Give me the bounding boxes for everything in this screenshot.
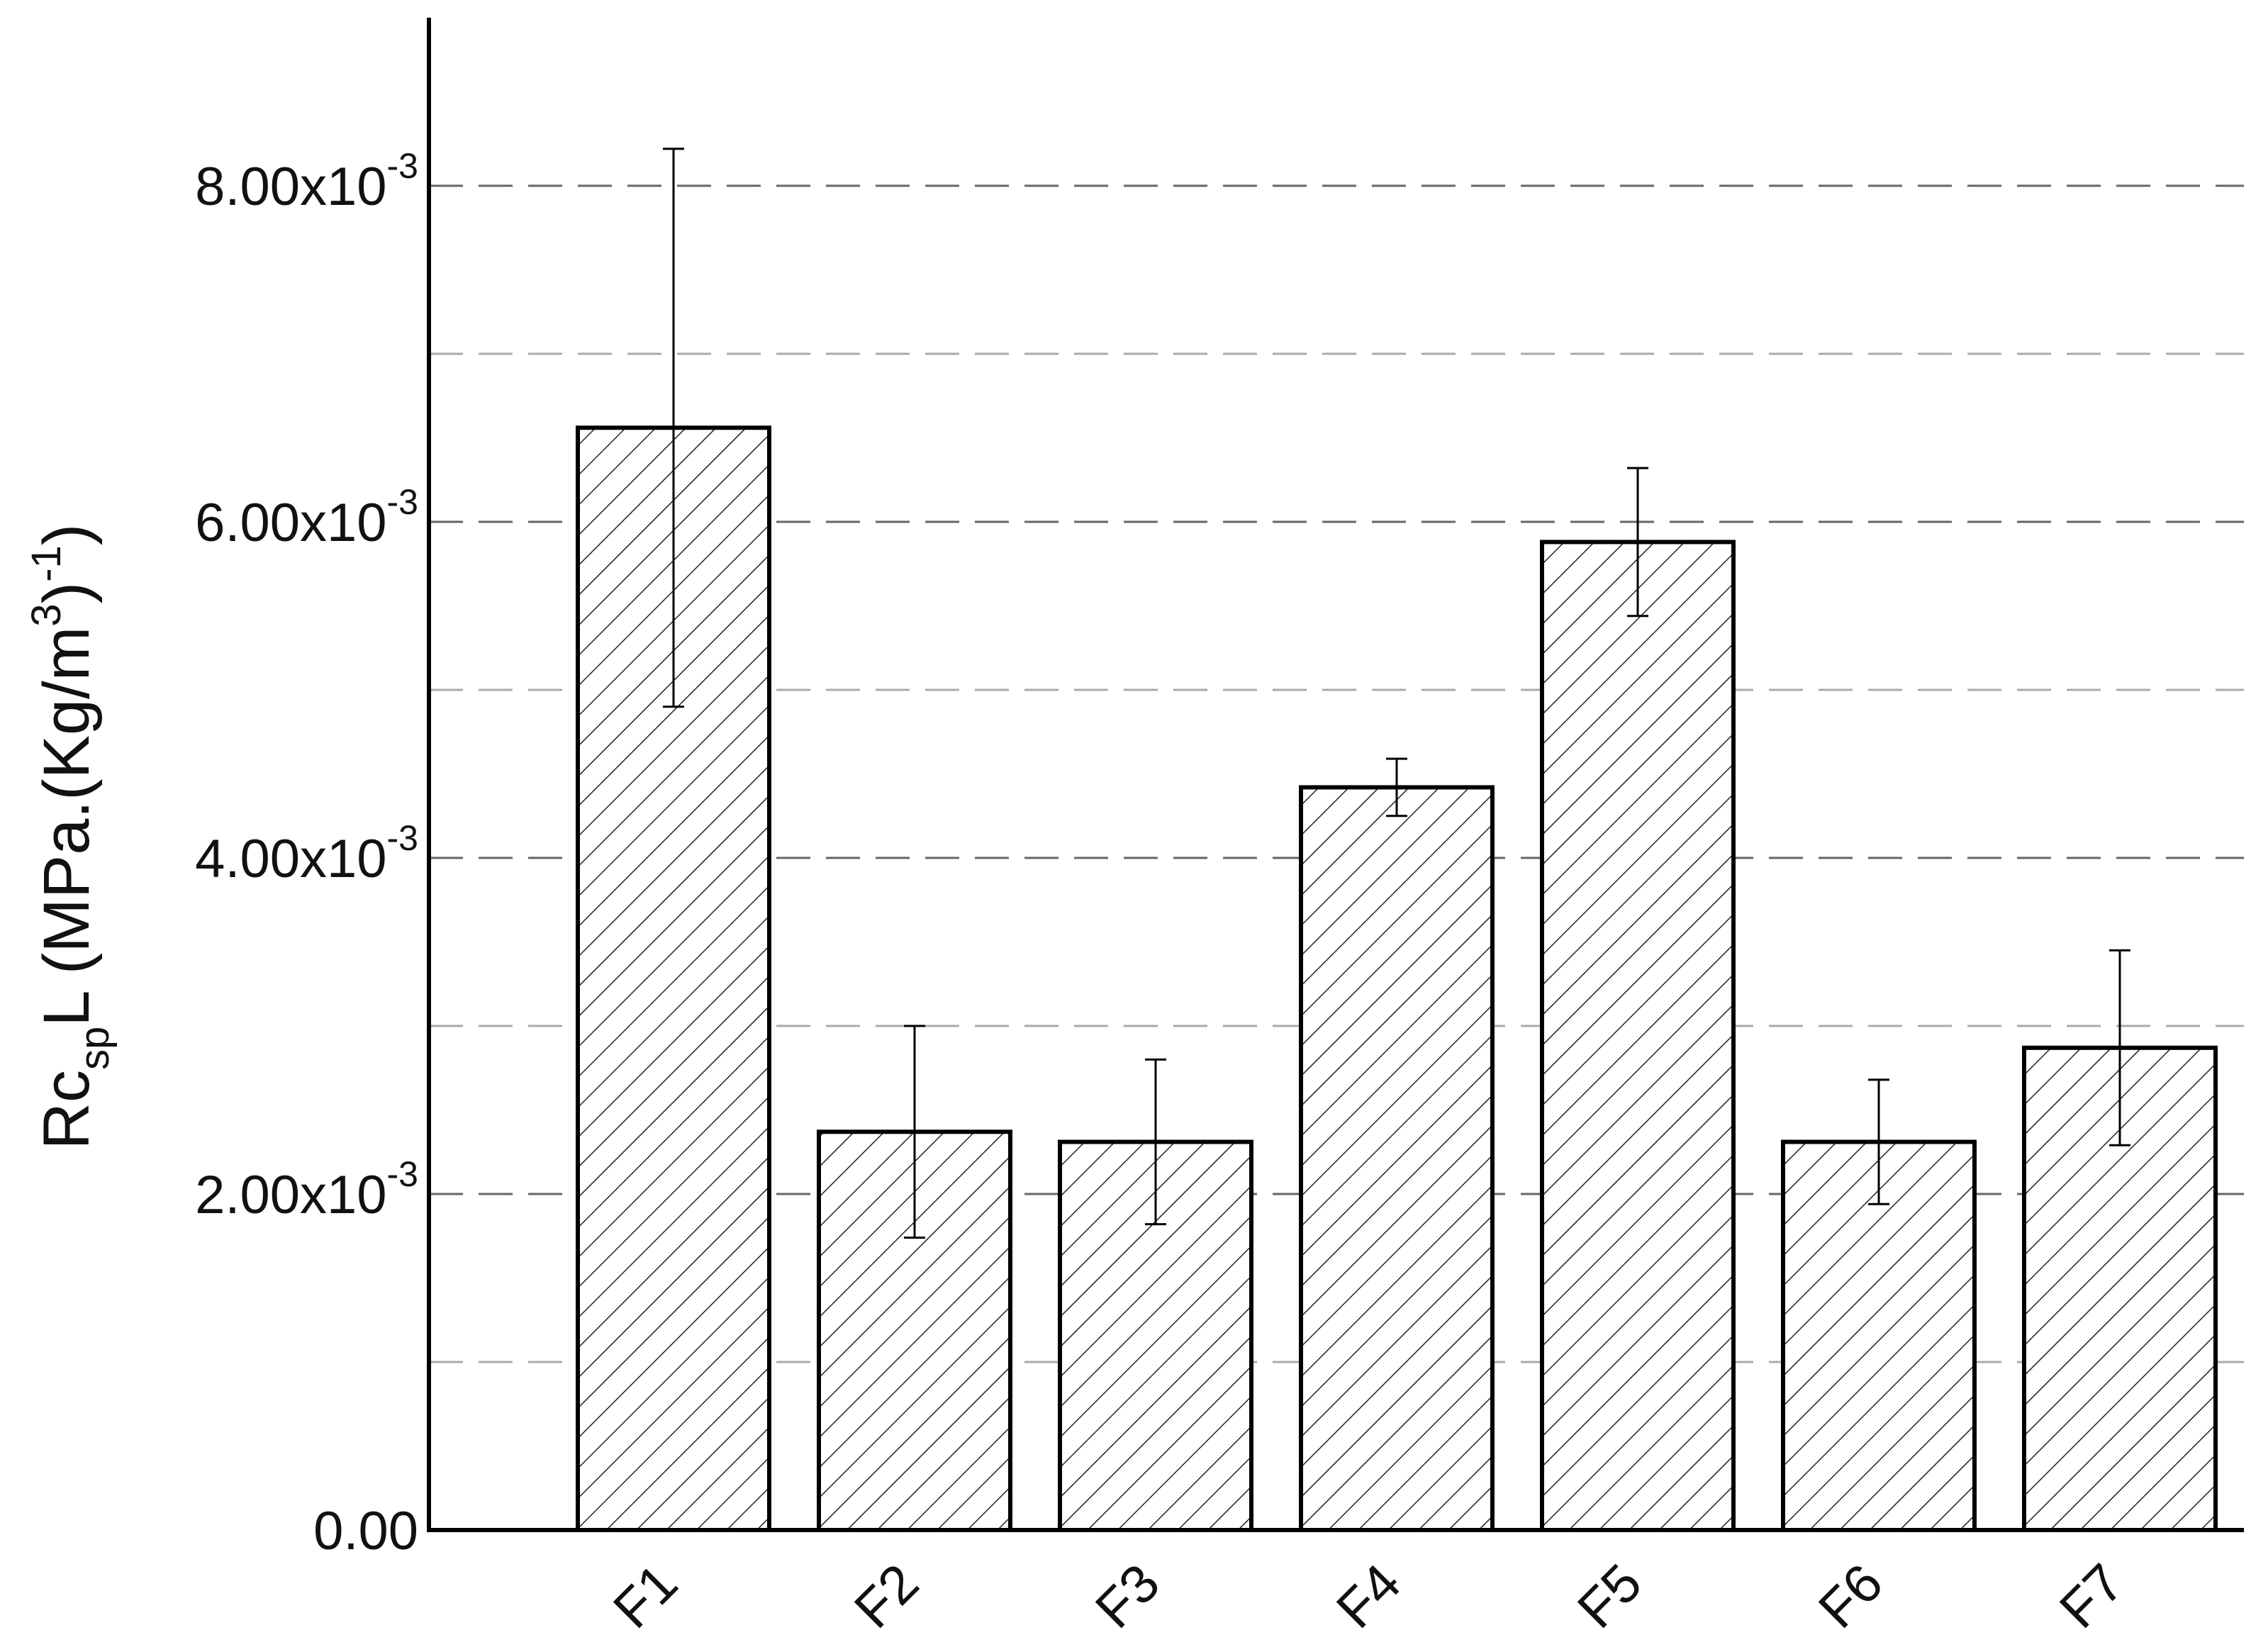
error-bars bbox=[663, 147, 2130, 1239]
y-tick-label: 8.00x10-3 bbox=[195, 146, 418, 217]
x-tick-label-f1: F1 bbox=[602, 1553, 689, 1640]
x-tick-label-f2: F2 bbox=[843, 1553, 930, 1640]
bar-f6 bbox=[1781, 1139, 1977, 1532]
y-tick-label: 2.00x10-3 bbox=[195, 1154, 418, 1225]
x-tick-label-f7: F7 bbox=[2048, 1553, 2135, 1640]
axes bbox=[427, 18, 2244, 1532]
x-tick-label-f3: F3 bbox=[1084, 1553, 1171, 1640]
y-axis-label: RcspL (MPa.(Kg/m3)-1) bbox=[23, 524, 118, 1150]
x-tick-labels: F1 F2 F3 F4 F5 F6 F7 bbox=[602, 1553, 2135, 1640]
y-tick-label: 4.00x10-3 bbox=[195, 818, 418, 889]
y-axis-label-group: RcspL (MPa.(Kg/m3)-1) bbox=[23, 524, 118, 1150]
y-tick-labels: 0.00 2.00x10-3 4.00x10-3 6.00x10-3 8.00x10-3 bbox=[195, 146, 418, 1561]
y-tick-label: 6.00x10-3 bbox=[195, 482, 418, 553]
y-tick-label: 0.00 bbox=[313, 1501, 418, 1561]
x-tick-label-f4: F4 bbox=[1325, 1553, 1412, 1640]
x-tick-label-f6: F6 bbox=[1807, 1553, 1894, 1640]
x-tick-label-f5: F5 bbox=[1566, 1553, 1653, 1640]
bar-f5 bbox=[1540, 540, 1736, 1533]
bars bbox=[576, 425, 2218, 1533]
bar-f4 bbox=[1299, 785, 1495, 1532]
